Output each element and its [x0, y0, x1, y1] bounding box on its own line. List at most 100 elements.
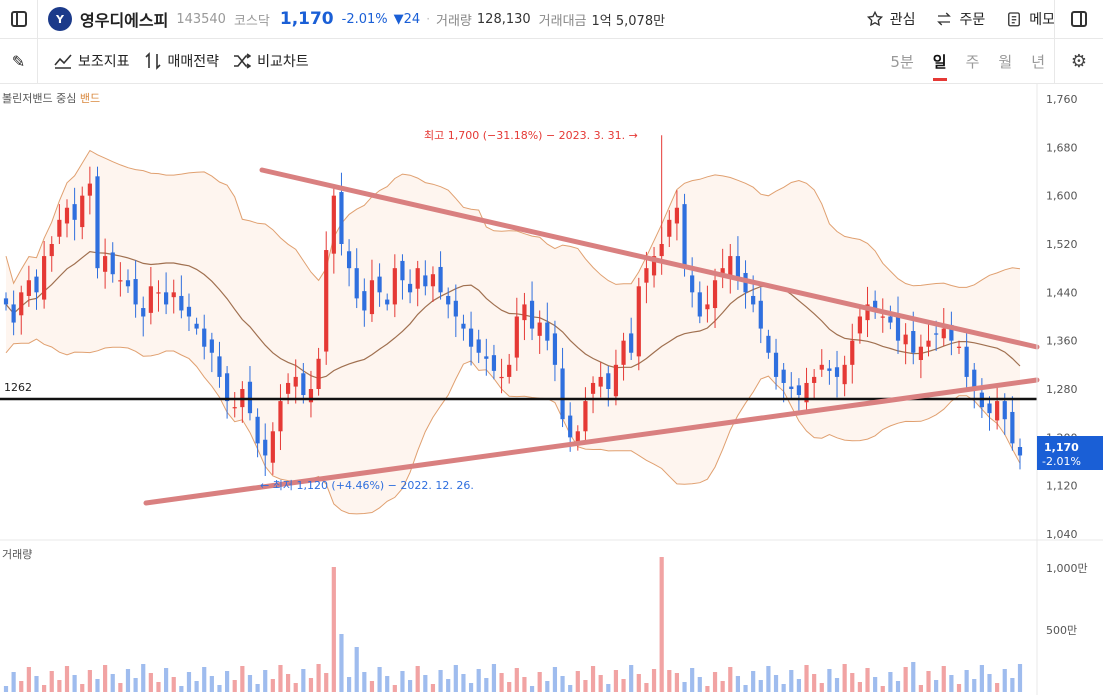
candle-body[interactable] [590, 382, 596, 394]
candle-body[interactable] [49, 244, 54, 257]
candle-body[interactable] [141, 308, 146, 317]
candle-body[interactable] [865, 304, 870, 321]
candle-body[interactable] [834, 367, 840, 377]
candle-body[interactable] [789, 386, 794, 389]
candle-body[interactable] [690, 275, 695, 293]
candle-body[interactable] [156, 292, 161, 294]
chart-settings-button[interactable]: ⚙ [1054, 39, 1103, 83]
candle-body[interactable] [301, 373, 306, 396]
candle-body[interactable] [712, 280, 718, 309]
candle-body[interactable] [804, 382, 809, 403]
candle-body[interactable] [354, 268, 359, 299]
drawing-tool-button[interactable]: ✎ [0, 39, 38, 83]
candle-body[interactable] [568, 415, 573, 438]
candle-body[interactable] [484, 356, 489, 359]
candle-body[interactable] [987, 403, 992, 414]
candle-body[interactable] [621, 340, 626, 365]
candle-body[interactable] [850, 340, 855, 365]
candle-body[interactable] [263, 439, 268, 456]
candle-body[interactable] [362, 291, 367, 311]
candle-body[interactable] [995, 401, 1000, 421]
candle-body[interactable] [918, 346, 923, 360]
candle-body[interactable] [186, 306, 192, 317]
candle-body[interactable] [956, 346, 962, 348]
candle-body[interactable] [697, 292, 702, 317]
candle-body[interactable] [880, 316, 885, 318]
candle-body[interactable] [3, 298, 9, 305]
candle-body[interactable] [164, 292, 169, 305]
indicators-button[interactable]: 보조지표 [54, 51, 130, 71]
candle-body[interactable] [545, 322, 550, 341]
candle-body[interactable] [529, 300, 535, 329]
price-chart[interactable]: 1262 최고 1,700 (−31.18%) − 2023. 3. 31. →… [0, 84, 1103, 695]
candle-body[interactable] [339, 192, 344, 244]
candle-body[interactable] [316, 358, 321, 389]
candle-body[interactable] [331, 195, 336, 254]
candle-body[interactable] [1017, 447, 1023, 456]
candle-body[interactable] [728, 256, 733, 276]
candle-body[interactable] [446, 295, 451, 305]
candle-body[interactable] [507, 364, 512, 377]
candle-body[interactable] [26, 280, 31, 296]
candle-body[interactable] [773, 352, 779, 377]
candle-body[interactable] [766, 335, 771, 353]
candle-body[interactable] [873, 300, 878, 311]
candle-body[interactable] [636, 286, 641, 357]
candle-body[interactable] [819, 364, 824, 370]
candle-body[interactable] [514, 316, 519, 358]
candle-body[interactable] [103, 256, 108, 272]
candle-body[interactable] [781, 369, 786, 383]
candle-body[interactable] [842, 364, 847, 385]
candle-body[interactable] [415, 268, 420, 289]
candle-body[interactable] [560, 368, 565, 420]
candle-body[interactable] [34, 276, 39, 293]
candle-body[interactable] [385, 299, 390, 305]
candle-body[interactable] [148, 286, 153, 313]
tab-year[interactable]: 년 [1031, 52, 1045, 71]
candle-body[interactable] [118, 280, 123, 282]
order-button[interactable]: 주문 [935, 9, 985, 29]
candle-body[interactable] [613, 364, 619, 397]
candle-body[interactable] [476, 339, 481, 353]
candle-body[interactable] [468, 328, 474, 347]
candle-body[interactable] [179, 295, 184, 311]
candle-body[interactable] [270, 431, 275, 463]
tab-month[interactable]: 월 [998, 52, 1013, 71]
candle-body[interactable] [857, 316, 862, 334]
candle-body[interactable] [19, 292, 24, 316]
candle-body[interactable] [293, 376, 298, 387]
candle-body[interactable] [285, 382, 291, 394]
candle-body[interactable] [255, 416, 260, 444]
candle-body[interactable] [202, 328, 207, 347]
candle-body[interactable] [552, 333, 558, 365]
candle-body[interactable] [941, 328, 946, 339]
left-panel-toggle[interactable] [0, 0, 38, 38]
candle-body[interactable] [720, 268, 725, 277]
candle-body[interactable] [667, 219, 672, 237]
candle-body[interactable] [888, 316, 893, 323]
candle-body[interactable] [64, 207, 70, 224]
upper-trendline[interactable] [259, 167, 1040, 350]
candle-body[interactable] [369, 280, 375, 315]
compare-button[interactable]: 비교차트 [233, 51, 309, 71]
candle-body[interactable] [827, 368, 832, 371]
candle-body[interactable] [247, 381, 253, 414]
candle-body[interactable] [87, 183, 92, 196]
candle-body[interactable] [1002, 401, 1007, 420]
candle-body[interactable] [278, 401, 283, 432]
candle-body[interactable] [438, 266, 443, 293]
candle-body[interactable] [705, 304, 710, 310]
candle-body[interactable] [430, 274, 436, 287]
candle-body[interactable] [499, 376, 504, 379]
lower-trendline[interactable] [143, 377, 1040, 506]
right-panel-toggle[interactable] [1054, 0, 1103, 38]
candle-body[interactable] [11, 304, 16, 323]
watchlist-button[interactable]: 관심 [866, 9, 915, 29]
candle-body[interactable] [324, 250, 329, 352]
candle-body[interactable] [232, 407, 237, 409]
candle-body[interactable] [308, 389, 314, 403]
candle-body[interactable] [972, 369, 977, 389]
candle-body[interactable] [392, 268, 397, 305]
candle-body[interactable] [796, 385, 801, 396]
candle-body[interactable] [629, 333, 634, 353]
